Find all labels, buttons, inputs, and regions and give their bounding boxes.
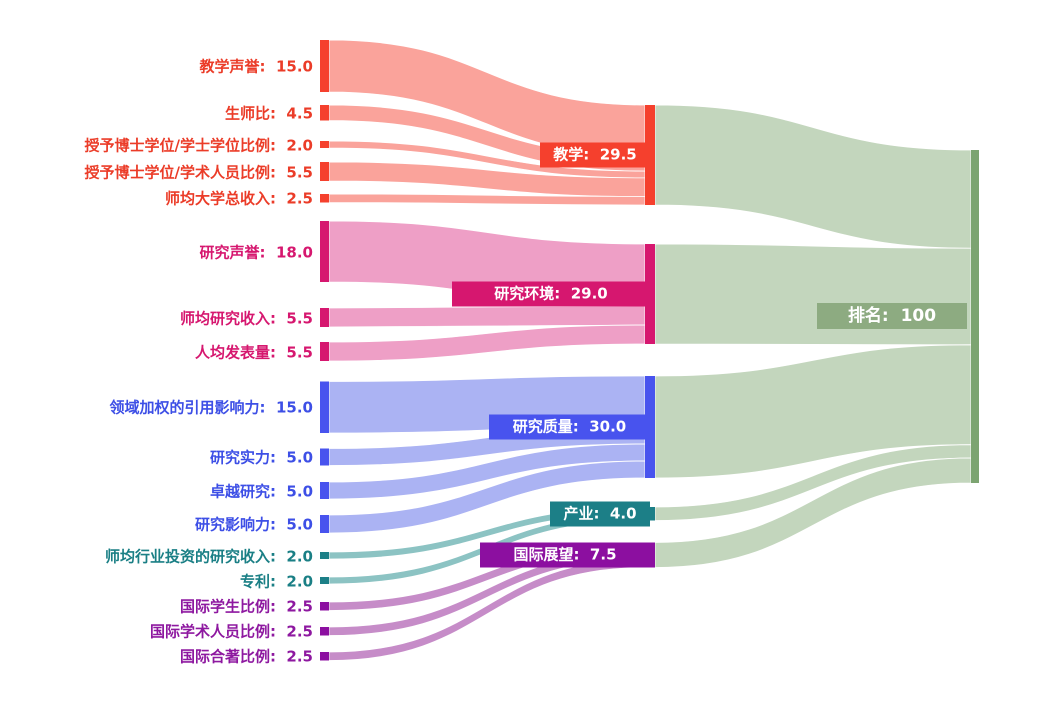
sankey-node-left (320, 162, 329, 181)
sankey-node-mid (645, 376, 655, 478)
sankey-node-left (320, 342, 329, 361)
sankey-link (328, 220, 646, 307)
sankey-node-mid (645, 244, 655, 344)
sankey-node-left (320, 40, 329, 92)
sankey-node-left (320, 221, 329, 282)
sankey-node-left (320, 552, 329, 559)
sankey-node-left (320, 308, 329, 327)
sankey-node-mid (645, 507, 655, 521)
sankey-node-left (320, 194, 329, 203)
sankey-node-left (320, 652, 329, 661)
sankey-link (328, 324, 646, 362)
sankey-node-left (320, 141, 329, 148)
sankey-node-rank (971, 150, 979, 483)
sankey-link (654, 243, 972, 346)
sankey-node-left (320, 602, 329, 611)
sankey-node-left (320, 105, 329, 121)
rank-node-label: 排名: 100 (817, 303, 967, 329)
sankey-link (328, 375, 646, 434)
sankey-node-mid (645, 542, 655, 568)
sankey-node-mid (645, 105, 655, 205)
sankey-node-left (320, 381, 329, 433)
sankey-node-left (320, 627, 329, 636)
sankey-link (328, 305, 646, 328)
sankey-node-left (320, 515, 329, 533)
sankey-node-left (320, 448, 329, 466)
sankey-node-left (320, 482, 329, 499)
sankey-node-left (320, 577, 329, 584)
sankey-link (654, 104, 972, 249)
